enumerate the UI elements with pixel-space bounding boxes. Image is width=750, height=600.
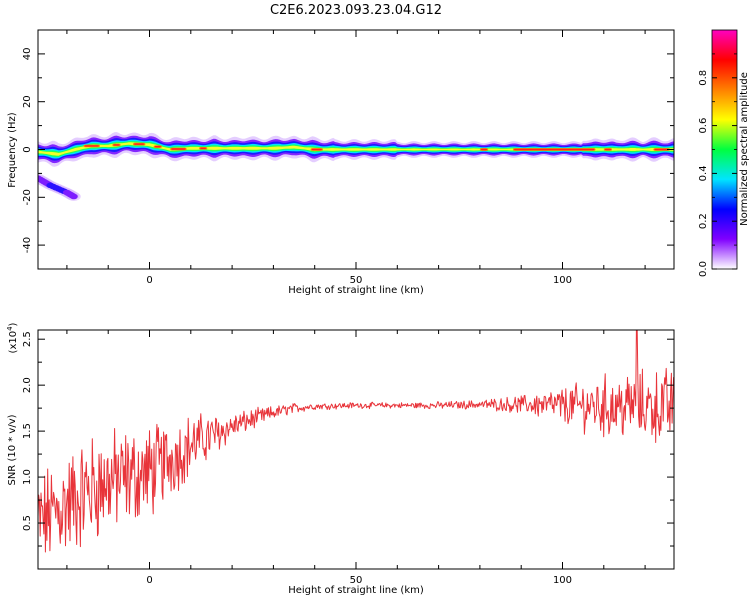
snr-multiplier-exp: 4 xyxy=(6,326,14,331)
colorbar-tick-label: 0.8 xyxy=(698,70,709,86)
colorbar-gradient xyxy=(711,29,738,270)
colorbar: 0.0 0.2 0.4 0.6 0.8 Normalized spectral ampl… xyxy=(698,29,750,277)
snr-panel: 0 50 100 0.5 1.0 1.5 2.0 2.5 Height of straight… xyxy=(6,322,675,596)
spectrogram-peak xyxy=(311,148,322,151)
spectrogram-peak xyxy=(113,144,120,146)
snr-xlabel: Height of straight line (km) xyxy=(288,585,424,596)
colorbar-label: Normalized spectral amplitude xyxy=(739,72,750,226)
colorbar-tick-label: 0.0 xyxy=(698,261,709,277)
y-tick-label: 2.0 xyxy=(22,377,33,393)
snr-multiplier: (x104) xyxy=(6,322,19,353)
snr-multiplier-base: (x10 xyxy=(8,331,19,354)
y-tick-label: -20 xyxy=(22,189,33,205)
colorbar-tick-label: 0.2 xyxy=(698,213,709,229)
spectrogram-peak xyxy=(480,148,488,151)
x-tick-label: 100 xyxy=(553,275,572,286)
spectrogram-content xyxy=(38,132,674,202)
spectrogram-peak xyxy=(154,145,161,148)
colorbar-tick-label: 0.6 xyxy=(698,118,709,134)
y-tick-label: 40 xyxy=(22,48,33,61)
y-tick-label: 20 xyxy=(22,95,33,108)
y-tick-label: 1.0 xyxy=(22,469,33,485)
spectrogram-peak xyxy=(513,148,595,151)
spectrogram-ticks: 0 50 100 -40 -20 0 20 40 xyxy=(22,29,674,286)
spectrogram-layer-yellow xyxy=(38,142,674,156)
x-tick-label: 0 xyxy=(146,275,152,286)
spectrogram-peak xyxy=(604,148,612,151)
y-tick-label: 2.5 xyxy=(22,331,33,347)
x-tick-label: 50 xyxy=(350,275,363,286)
spectrogram-peak xyxy=(200,147,207,150)
spectrogram-peak xyxy=(133,143,145,145)
figure-title: C2E6.2023.093.23.04.G12 xyxy=(270,3,442,18)
y-tick-label: -40 xyxy=(22,237,33,253)
spectrogram-xlabel: Height of straight line (km) xyxy=(288,285,424,296)
y-tick-label: 0 xyxy=(22,146,33,152)
y-tick-label: 1.5 xyxy=(22,423,33,439)
colorbar-tick-label: 0.4 xyxy=(698,165,709,181)
x-tick-label: 50 xyxy=(350,575,363,586)
snr-ylabel: SNR (10 * v/v) xyxy=(7,414,18,485)
snr-ticks: 0 50 100 0.5 1.0 1.5 2.0 2.5 xyxy=(22,330,674,586)
snr-content xyxy=(38,330,674,553)
spectrogram-ylabel: Frequency (Hz) xyxy=(7,112,18,188)
spectrogram-panel: 0 50 100 -40 -20 0 20 40 Height of straight lin… xyxy=(7,29,675,296)
colorbar-ticks: 0.0 0.2 0.4 0.6 0.8 xyxy=(698,53,737,277)
x-tick-label: 100 xyxy=(553,575,572,586)
secondary-blob xyxy=(69,193,78,200)
spectrogram-peak xyxy=(654,148,669,151)
y-tick-label: 0.5 xyxy=(22,515,33,531)
spectrogram-peak xyxy=(84,145,99,147)
x-tick-label: 0 xyxy=(146,575,152,586)
spectrogram-peak xyxy=(171,148,186,150)
snr-multiplier-close: ) xyxy=(8,322,19,326)
snr-series-line xyxy=(38,330,674,553)
